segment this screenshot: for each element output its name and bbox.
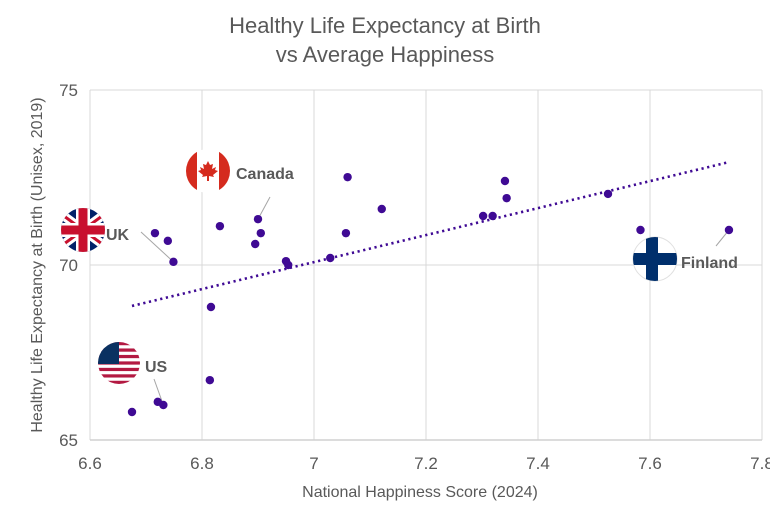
canada-label: Canada [236, 166, 294, 183]
us-leader-line [153, 378, 164, 406]
y-tick-label: 75 [59, 81, 78, 100]
data-point [251, 239, 260, 249]
finland-flag-icon [632, 236, 678, 282]
data-point [500, 176, 510, 186]
y-tick-label: 65 [59, 431, 78, 450]
uk-leader-line [140, 231, 174, 263]
data-point [205, 375, 215, 385]
y-axis-label: Healthy Life Expectancy at Birth (Unisex… [29, 97, 46, 432]
data-point-us [159, 400, 168, 410]
data-point-uk [169, 257, 178, 267]
x-tick-label: 7 [309, 454, 318, 473]
trendline [131, 160, 730, 308]
data-point [150, 228, 160, 238]
y-tick-labels: 65 70 75 [59, 81, 78, 450]
us-label: US [145, 359, 168, 376]
x-tick-label: 7.2 [414, 454, 438, 473]
data-point [636, 225, 645, 235]
chart-title-line-2: vs Average Happiness [276, 42, 495, 67]
data-point [206, 302, 216, 312]
y-tick-label: 70 [59, 256, 78, 275]
x-tick-label: 7.8 [750, 454, 770, 473]
x-tick-label: 7.4 [526, 454, 550, 473]
canada-flag-icon [186, 149, 230, 193]
x-tick-label: 7.6 [638, 454, 662, 473]
data-point [341, 228, 351, 238]
data-point [284, 260, 293, 270]
data-point [256, 228, 265, 238]
data-point-finland [724, 225, 734, 235]
us-flag-icon [98, 342, 140, 384]
x-tick-labels: 6.6 6.8 7 7.2 7.4 7.6 7.8 [78, 454, 770, 473]
data-point [326, 253, 335, 263]
data-points [127, 172, 734, 417]
data-point [377, 204, 386, 214]
uk-label: UK [106, 227, 130, 244]
data-point [603, 189, 613, 199]
data-point [163, 236, 173, 246]
data-point [127, 407, 137, 417]
data-point-canada [253, 214, 263, 224]
data-point [502, 193, 511, 203]
data-point [343, 172, 352, 182]
uk-flag-icon [61, 208, 105, 252]
data-point [215, 221, 225, 231]
x-tick-label: 6.6 [78, 454, 102, 473]
x-tick-label: 6.8 [190, 454, 214, 473]
x-axis-label: National Happiness Score (2024) [302, 484, 538, 501]
finland-label: Finland [681, 255, 738, 272]
chart-title-line-1: Healthy Life Expectancy at Birth [229, 13, 541, 38]
data-point [488, 211, 497, 221]
data-point [478, 211, 488, 221]
